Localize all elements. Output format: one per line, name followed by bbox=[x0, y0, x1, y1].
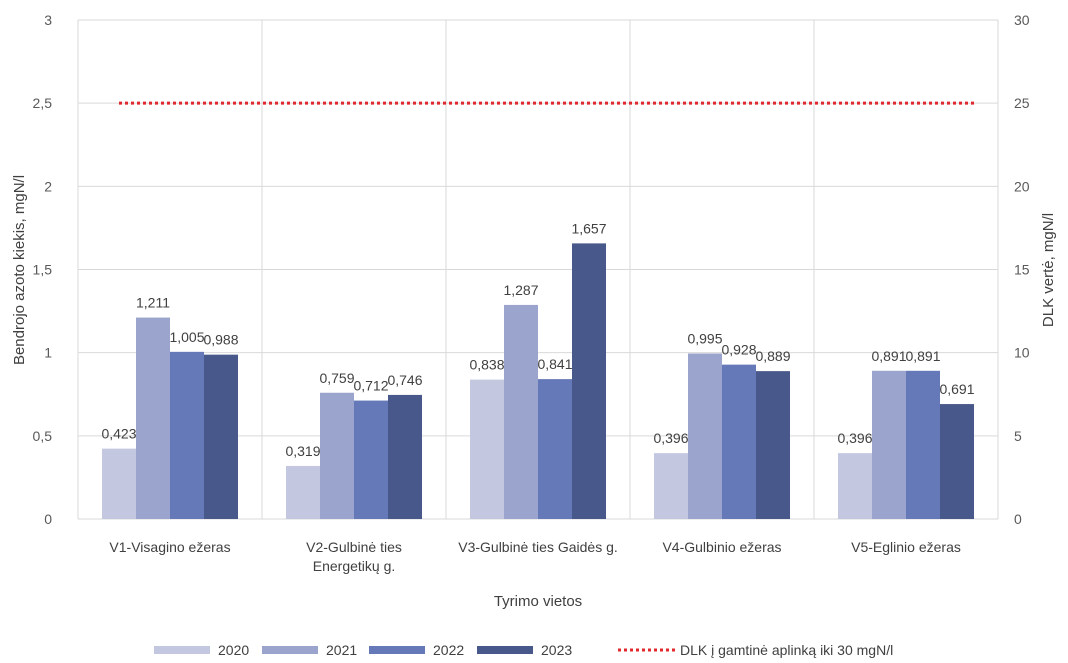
legend: 2020 2021 2022 2023 DLK į gamtinė aplinką ik… bbox=[154, 642, 893, 658]
right-tick-label-1: 5 bbox=[1014, 428, 1022, 444]
bar-2022-1 bbox=[170, 351, 204, 519]
bar-2023-5 bbox=[940, 404, 974, 519]
bar-2020-1 bbox=[102, 448, 136, 519]
category-label-4: V4-Gulbinio ežeras bbox=[662, 539, 781, 555]
category-label-1: V1-Visagino ežeras bbox=[109, 539, 230, 555]
right-axis-title: DLK vertė, mgN/l bbox=[1040, 213, 1057, 327]
data-label-2023-4: 0,889 bbox=[755, 348, 790, 364]
data-label-2022-3: 0,841 bbox=[537, 356, 572, 372]
data-label-2020-5: 0,396 bbox=[837, 430, 872, 446]
left-tick-label-1: 0,5 bbox=[33, 428, 53, 444]
category-label-2-line-2: Energetikų g. bbox=[313, 558, 396, 574]
bar-2023-2 bbox=[388, 394, 422, 519]
bar-2023-1 bbox=[204, 354, 238, 519]
data-label-2021-1: 1,211 bbox=[136, 295, 170, 311]
bar-2021-4 bbox=[688, 353, 722, 519]
bar-2020-2 bbox=[286, 465, 320, 519]
right-axis-ticks: 0 5 10 15 20 25 30 bbox=[1014, 12, 1030, 527]
legend-label-2022: 2022 bbox=[433, 642, 464, 658]
x-axis-title: Tyrimo vietos bbox=[494, 593, 582, 610]
right-tick-label-2: 10 bbox=[1014, 345, 1030, 361]
left-tick-label-0: 0 bbox=[44, 511, 52, 527]
data-label-2023-5: 0,691 bbox=[939, 381, 974, 397]
bar-2021-5 bbox=[872, 370, 906, 519]
bar-2021-1 bbox=[136, 317, 170, 519]
bar-2023-4 bbox=[756, 371, 790, 519]
legend-swatch-2021 bbox=[262, 646, 318, 654]
left-tick-label-6: 3 bbox=[44, 12, 52, 28]
bar-2022-5 bbox=[906, 370, 940, 519]
data-label-2023-3: 1,657 bbox=[571, 220, 606, 236]
left-tick-label-2: 1 bbox=[44, 345, 52, 361]
data-label-2022-1: 1,005 bbox=[169, 329, 204, 345]
category-labels: V1-Visagino ežeras V2-Gulbinė ties Energet… bbox=[109, 539, 960, 574]
category-label-2-line-1: V2-Gulbinė ties bbox=[306, 539, 402, 555]
left-tick-label-4: 2 bbox=[44, 178, 52, 194]
bar-2021-3 bbox=[504, 304, 538, 519]
bar-2022-4 bbox=[722, 364, 756, 519]
bars bbox=[102, 243, 974, 519]
data-label-2021-3: 1,287 bbox=[503, 282, 538, 298]
data-label-2020-3: 0,838 bbox=[469, 357, 504, 373]
bar-2020-4 bbox=[654, 453, 688, 519]
right-tick-label-3: 15 bbox=[1014, 262, 1030, 278]
bar-2022-3 bbox=[538, 379, 572, 519]
legend-swatch-2022 bbox=[369, 646, 425, 654]
legend-label-dlk: DLK į gamtinė aplinką iki 30 mgN/l bbox=[680, 642, 893, 658]
data-label-2023-2: 0,746 bbox=[387, 372, 422, 388]
left-axis-ticks: 0 0,5 1 1,5 2 2,5 3 bbox=[33, 12, 53, 527]
legend-swatch-2023 bbox=[477, 646, 533, 654]
legend-label-2023: 2023 bbox=[541, 642, 572, 658]
data-labels: 0,423 0,319 0,838 0,396 0,396 1,211 0,759 1,287… bbox=[101, 220, 974, 459]
right-tick-label-4: 20 bbox=[1014, 178, 1030, 194]
data-label-2021-2: 0,759 bbox=[319, 370, 354, 386]
data-label-2021-5: 0,891 bbox=[871, 348, 906, 364]
right-tick-label-6: 30 bbox=[1014, 12, 1030, 28]
data-label-2022-2: 0,712 bbox=[353, 378, 388, 394]
bar-2021-2 bbox=[320, 392, 354, 519]
data-label-2020-4: 0,396 bbox=[653, 430, 688, 446]
bar-2020-5 bbox=[838, 453, 872, 519]
left-tick-label-3: 1,5 bbox=[33, 262, 53, 278]
bar-2022-2 bbox=[354, 400, 388, 519]
data-label-2023-1: 0,988 bbox=[203, 332, 238, 348]
right-tick-label-5: 25 bbox=[1014, 95, 1030, 111]
legend-label-2021: 2021 bbox=[326, 642, 357, 658]
data-label-2020-2: 0,319 bbox=[285, 443, 320, 459]
data-label-2022-5: 0,891 bbox=[905, 348, 940, 364]
bar-2023-3 bbox=[572, 243, 606, 519]
category-label-3: V3-Gulbinė ties Gaidės g. bbox=[458, 539, 618, 555]
legend-label-2020: 2020 bbox=[218, 642, 249, 658]
category-label-5: V5-Eglinio ežeras bbox=[851, 539, 961, 555]
left-tick-label-5: 2,5 bbox=[33, 95, 53, 111]
right-tick-label-0: 0 bbox=[1014, 511, 1022, 527]
legend-swatch-2020 bbox=[154, 646, 210, 654]
data-label-2020-1: 0,423 bbox=[101, 426, 136, 442]
data-label-2021-4: 0,995 bbox=[687, 330, 722, 346]
left-axis-title: Bendrojo azoto kiekis, mgN/l bbox=[11, 175, 28, 365]
data-label-2022-4: 0,928 bbox=[721, 342, 756, 358]
bar-2020-3 bbox=[470, 379, 504, 519]
